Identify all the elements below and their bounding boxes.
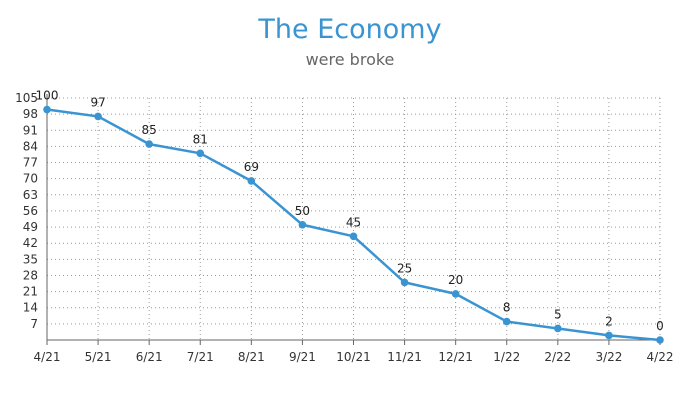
y-tick-label: 84 bbox=[23, 139, 38, 153]
y-tick-label: 49 bbox=[23, 220, 38, 234]
data-label: 50 bbox=[295, 204, 310, 218]
data-point bbox=[94, 112, 102, 121]
data-label: 85 bbox=[142, 123, 157, 137]
data-point bbox=[502, 317, 511, 326]
data-point bbox=[400, 278, 409, 287]
data-point bbox=[554, 324, 562, 333]
data-label: 100 bbox=[36, 89, 59, 103]
y-tick-label: 91 bbox=[23, 123, 38, 137]
data-point bbox=[298, 220, 307, 229]
data-label: 5 bbox=[554, 307, 562, 321]
x-tick-label: 1/22 bbox=[493, 350, 520, 364]
x-tick-label: 12/21 bbox=[438, 350, 473, 364]
x-tick-label: 10/21 bbox=[336, 350, 371, 364]
data-point bbox=[196, 149, 205, 158]
x-tick-label: 4/21 bbox=[34, 350, 61, 364]
data-point bbox=[247, 177, 256, 185]
y-tick-label: 63 bbox=[23, 188, 38, 202]
y-tick-label: 14 bbox=[23, 301, 38, 315]
x-tick-label: 7/21 bbox=[187, 350, 214, 364]
y-tick-label: 28 bbox=[23, 268, 38, 282]
y-tick-label: 35 bbox=[23, 252, 38, 266]
data-label: 20 bbox=[448, 273, 463, 287]
y-tick-label: 105 bbox=[15, 91, 38, 105]
y-tick-label: 98 bbox=[23, 107, 38, 121]
x-tick-label: 5/21 bbox=[85, 350, 112, 364]
data-point bbox=[349, 232, 358, 241]
data-point bbox=[43, 105, 51, 114]
data-label: 97 bbox=[90, 95, 105, 109]
y-tick-label: 21 bbox=[23, 285, 38, 299]
data-label: 25 bbox=[397, 261, 412, 275]
x-tick-label: 6/21 bbox=[136, 350, 163, 364]
data-point bbox=[656, 336, 664, 344]
data-label: 2 bbox=[605, 314, 613, 328]
data-point bbox=[605, 331, 613, 340]
x-tick-label: 3/22 bbox=[595, 350, 622, 364]
data-label: 8 bbox=[503, 301, 511, 315]
series-layer bbox=[43, 105, 664, 344]
y-tick-label: 77 bbox=[23, 156, 38, 170]
x-tick-label: 9/21 bbox=[289, 350, 316, 364]
grid-layer bbox=[47, 97, 661, 340]
chart-subtitle: were broke bbox=[306, 50, 395, 69]
data-point bbox=[145, 140, 153, 148]
data-label: 81 bbox=[193, 132, 208, 146]
x-tick-label: 4/22 bbox=[647, 350, 674, 364]
data-point bbox=[451, 290, 460, 298]
chart-title: The Economy bbox=[257, 14, 441, 45]
y-tick-label: 42 bbox=[23, 236, 38, 250]
data-label: 0 bbox=[656, 319, 664, 333]
x-tick-label: 8/21 bbox=[238, 350, 265, 364]
x-tick-label: 2/22 bbox=[544, 350, 571, 364]
data-label: 69 bbox=[244, 160, 259, 174]
y-tick-label: 56 bbox=[23, 204, 38, 218]
y-tick-label: 70 bbox=[23, 172, 38, 186]
y-tick-label: 7 bbox=[30, 317, 38, 331]
data-label: 45 bbox=[346, 215, 361, 229]
x-tick-label: 11/21 bbox=[387, 350, 422, 364]
